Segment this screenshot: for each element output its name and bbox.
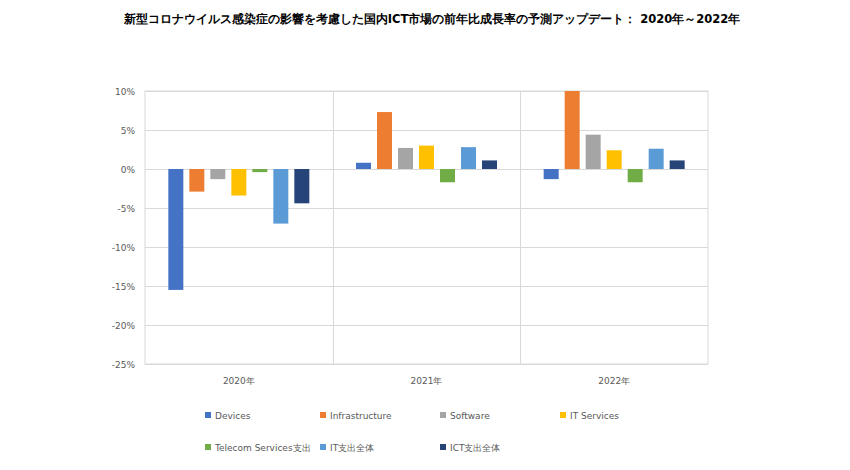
legend-swatch: [560, 412, 566, 418]
chart-svg: 新型コロナウイルス感染症の影響を考慮した国内ICT市場の前年比成長率の予測アップ…: [0, 0, 850, 470]
grid-line: [145, 325, 708, 326]
legend-swatch: [320, 412, 326, 418]
bar: [544, 169, 559, 179]
legend-swatch: [440, 412, 446, 418]
legend-label: Software: [450, 411, 490, 421]
bar: [419, 146, 434, 169]
legend-swatch: [205, 412, 211, 418]
bar: [461, 147, 476, 169]
y-tick-label: -20%: [112, 321, 136, 331]
bar: [565, 91, 580, 169]
bars: [168, 91, 684, 290]
bar: [273, 169, 288, 224]
legend-swatch: [320, 444, 326, 450]
legend-swatch: [440, 444, 446, 450]
grid-line: [145, 208, 708, 209]
bar: [252, 169, 267, 172]
chart-title: 新型コロナウイルス感染症の影響を考慮した国内ICT市場の前年比成長率の予測アップ…: [123, 12, 741, 26]
legend-swatch: [205, 444, 211, 450]
legend-label: Telecom Services支出: [214, 443, 311, 453]
bar: [231, 169, 246, 196]
grid-line: [145, 91, 708, 92]
chart-root: 新型コロナウイルス感染症の影響を考慮した国内ICT市場の前年比成長率の予測アップ…: [0, 0, 850, 470]
bar: [649, 149, 664, 169]
page: {"chart_data": { "type": "bar", "title":…: [0, 0, 850, 470]
bar: [294, 169, 309, 203]
grid-line: [145, 169, 708, 170]
y-tick-label: -10%: [112, 243, 136, 253]
y-tick-label: 5%: [121, 126, 136, 136]
legend-label: ICT支出全体: [450, 443, 500, 453]
bar: [482, 160, 497, 169]
bar: [670, 160, 685, 169]
category-separator: [333, 91, 334, 364]
y-tick-label: 10%: [115, 87, 135, 97]
bar: [440, 169, 455, 182]
bar: [586, 135, 601, 169]
x-tick-label: 2021年: [411, 376, 443, 386]
grid-line: [145, 364, 708, 365]
category-separator: [520, 91, 521, 364]
bar: [377, 112, 392, 169]
x-tick-label: 2022年: [598, 376, 630, 386]
bar: [210, 169, 225, 179]
y-tick-label: -5%: [117, 204, 135, 214]
grid-line: [145, 247, 708, 248]
plot-frame: [145, 91, 708, 364]
bar: [628, 169, 643, 182]
grid-line: [145, 286, 708, 287]
legend-label: IT支出全体: [330, 443, 374, 453]
bar: [189, 169, 204, 192]
legend-label: Infrastructure: [330, 411, 392, 421]
bar: [168, 169, 183, 290]
grid-line: [145, 130, 708, 131]
x-tick-label: 2020年: [223, 376, 255, 386]
y-tick-label: -15%: [112, 282, 136, 292]
legend-label: Devices: [215, 411, 251, 421]
y-tick-label: 0%: [121, 165, 136, 175]
y-tick-label: -25%: [112, 360, 136, 370]
bar: [607, 150, 622, 169]
bar: [356, 163, 371, 169]
legend-label: IT Services: [570, 411, 619, 421]
bar: [398, 148, 413, 169]
